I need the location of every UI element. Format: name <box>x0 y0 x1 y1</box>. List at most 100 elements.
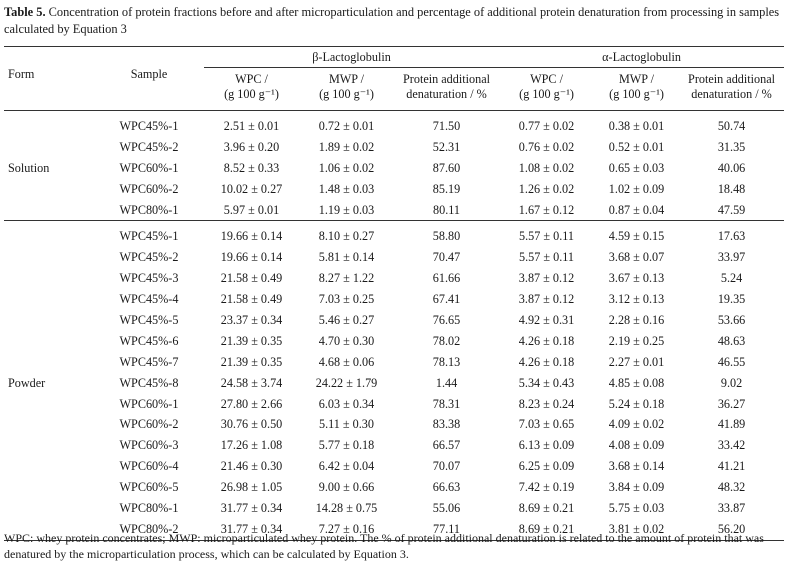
cell-bl-mwp: 4.68 ± 0.06 <box>318 354 375 369</box>
cell-bl-mwp: 1.48 ± 0.03 <box>318 181 375 196</box>
table-label: Table 5. <box>4 5 46 19</box>
cell-sample: WPC80%-2 <box>119 521 179 536</box>
table-row: WPC80%-1 31.77 ± 0.34 14.28 ± 0.75 55.06 8.6… <box>4 498 784 519</box>
cell-bl-wpc: 10.02 ± 0.27 <box>220 181 283 196</box>
cell-al-pad: 47.59 <box>717 202 746 217</box>
cell-al-mwp: 4.08 ± 0.09 <box>608 438 665 453</box>
cell-bl-wpc: 27.80 ± 2.66 <box>220 396 283 411</box>
cell-al-wpc: 3.87 ± 0.12 <box>518 271 575 286</box>
cell-al-pad: 36.27 <box>717 396 746 411</box>
cell-al-wpc: 0.77 ± 0.02 <box>518 118 575 133</box>
cell-al-pad: 19.35 <box>717 292 746 307</box>
cell-sample: WPC45%-1 <box>119 118 179 133</box>
cell-al-mwp: 3.68 ± 0.14 <box>608 459 665 474</box>
cell-bl-pad: 78.31 <box>432 396 461 411</box>
cell-bl-wpc: 21.39 ± 0.35 <box>220 354 283 369</box>
cell-bl-pad: 71.50 <box>432 118 461 133</box>
cell-al-pad: 33.87 <box>717 500 746 515</box>
cell-al-wpc: 0.76 ± 0.02 <box>518 139 575 154</box>
cell-sample: WPC60%-2 <box>119 181 179 196</box>
cell-al-wpc: 5.57 ± 0.11 <box>519 250 575 265</box>
cell-bl-mwp: 24.22 ± 1.79 <box>315 375 378 390</box>
cell-al-wpc: 7.42 ± 0.19 <box>518 480 575 495</box>
cell-al-wpc: 5.34 ± 0.43 <box>518 375 575 390</box>
table-row: WPC45%-2 3.96 ± 0.20 1.89 ± 0.02 52.31 0.76 … <box>4 137 784 158</box>
cell-bl-mwp: 7.03 ± 0.25 <box>318 292 375 307</box>
cell-bl-pad: 1.44 <box>435 375 458 390</box>
cell-bl-wpc: 21.58 ± 0.49 <box>220 292 283 307</box>
cell-bl-wpc: 5.97 ± 0.01 <box>223 202 280 217</box>
cell-bl-mwp: 1.19 ± 0.03 <box>318 202 375 217</box>
cell-bl-pad: 52.31 <box>432 139 461 154</box>
header-bl-mwp: MWP / (g 100 g⁻¹) <box>319 72 374 101</box>
table-row: WPC60%-1 8.52 ± 0.33 1.06 ± 0.02 87.60 1.08 … <box>4 158 784 179</box>
table-row: WPC80%-2 31.77 ± 0.34 7.27 ± 0.16 77.11 8.69… <box>4 519 784 540</box>
cell-al-pad: 53.66 <box>717 312 746 327</box>
cell-sample: WPC60%-5 <box>119 480 179 495</box>
cell-bl-mwp: 9.00 ± 0.66 <box>318 480 375 495</box>
cell-al-pad: 48.63 <box>717 333 746 348</box>
solution-group: Solution WPC45%-1 2.51 ± 0.01 0.72 ± 0.01 71… <box>4 111 784 221</box>
cell-al-pad: 40.06 <box>717 160 746 175</box>
cell-bl-wpc: 19.66 ± 0.14 <box>220 250 283 265</box>
table-row: WPC45%-2 19.66 ± 0.14 5.81 ± 0.14 70.47 5.57… <box>4 247 784 268</box>
header-beta-lactoglobulin: β-Lactoglobulin <box>204 46 500 68</box>
cell-al-pad: 56.20 <box>717 521 746 536</box>
table-row: WPC45%-6 21.39 ± 0.35 4.70 ± 0.30 78.02 4.26… <box>4 331 784 352</box>
cell-bl-mwp: 6.03 ± 0.34 <box>318 396 375 411</box>
cell-bl-wpc: 24.58 ± 3.74 <box>220 375 283 390</box>
cell-al-pad: 9.02 <box>720 375 743 390</box>
form-label-powder: Powder <box>4 220 94 541</box>
table-row: WPC60%-1 27.80 ± 2.66 6.03 ± 0.34 78.31 8.23… <box>4 394 784 415</box>
cell-bl-pad: 70.07 <box>432 459 461 474</box>
cell-al-mwp: 3.12 ± 0.13 <box>608 292 665 307</box>
table-row: WPC60%-4 21.46 ± 0.30 6.42 ± 0.04 70.07 6.25… <box>4 456 784 477</box>
table-row: Solution WPC45%-1 2.51 ± 0.01 0.72 ± 0.01 71… <box>4 111 784 175</box>
cell-sample: WPC45%-3 <box>119 271 179 286</box>
cell-al-wpc: 5.57 ± 0.11 <box>499 220 595 248</box>
cell-al-wpc: 4.92 ± 0.31 <box>518 312 575 327</box>
table-row: WPC60%-3 17.26 ± 1.08 5.77 ± 0.18 66.57 6.13… <box>4 435 784 456</box>
cell-bl-pad: 87.60 <box>432 160 461 175</box>
cell-sample: WPC45%-2 <box>119 250 179 265</box>
form-label-solution: Solution <box>8 160 50 175</box>
cell-al-mwp: 2.19 ± 0.25 <box>608 333 665 348</box>
cell-bl-pad: 80.11 <box>433 202 460 217</box>
cell-sample: WPC45%-8 <box>119 375 179 390</box>
header-bl-wpc: WPC / (g 100 g⁻¹) <box>224 72 279 101</box>
table-row: WPC60%-5 26.98 ± 1.05 9.00 ± 0.66 66.63 7.42… <box>4 477 784 498</box>
cell-bl-mwp: 5.81 ± 0.14 <box>318 250 375 265</box>
cell-al-mwp: 0.65 ± 0.03 <box>608 160 665 175</box>
cell-al-wpc: 6.13 ± 0.09 <box>518 438 575 453</box>
header-al-wpc: WPC / (g 100 g⁻¹) <box>519 72 574 101</box>
cell-al-mwp: 3.84 ± 0.09 <box>608 480 665 495</box>
cell-bl-mwp: 6.42 ± 0.04 <box>318 459 375 474</box>
cell-bl-wpc: 21.58 ± 0.49 <box>220 271 283 286</box>
table-row: WPC45%-3 21.58 ± 0.49 8.27 ± 1.22 61.66 3.87… <box>4 268 784 289</box>
table-row: WPC45%-5 23.37 ± 0.34 5.46 ± 0.27 76.65 4.92… <box>4 310 784 331</box>
header-al-denaturation: Protein additional denaturation / % <box>688 72 776 101</box>
cell-al-mwp: 2.27 ± 0.01 <box>608 354 665 369</box>
cell-bl-wpc: 8.52 ± 0.33 <box>223 160 280 175</box>
cell-sample: WPC80%-1 <box>119 500 179 515</box>
cell-sample: WPC45%-7 <box>119 354 179 369</box>
cell-bl-pad: 76.65 <box>432 312 461 327</box>
header-alpha-lactoglobulin: α-Lactoglobulin <box>499 46 785 68</box>
cell-sample: WPC60%-3 <box>119 438 179 453</box>
table-caption-text: Concentration of protein fractions befor… <box>4 5 780 36</box>
cell-al-mwp: 3.81 ± 0.02 <box>608 521 665 536</box>
cell-al-wpc: 4.26 ± 0.18 <box>518 354 575 369</box>
cell-al-pad: 46.55 <box>717 354 746 369</box>
header-sample: Sample <box>94 46 204 111</box>
cell-bl-mwp: 8.10 ± 0.27 <box>299 220 394 248</box>
cell-bl-mwp: 1.06 ± 0.02 <box>318 160 375 175</box>
cell-bl-pad: 55.06 <box>432 500 461 515</box>
header-al-mwp: MWP / (g 100 g⁻¹) <box>609 72 664 101</box>
cell-al-mwp: 0.52 ± 0.01 <box>608 139 665 154</box>
cell-al-mwp: 4.09 ± 0.02 <box>608 417 665 432</box>
header-form: Form <box>4 46 94 111</box>
cell-al-pad: 41.89 <box>717 417 746 432</box>
cell-bl-wpc: 2.51 ± 0.01 <box>223 118 280 133</box>
cell-bl-mwp: 5.11 ± 0.30 <box>319 417 374 432</box>
